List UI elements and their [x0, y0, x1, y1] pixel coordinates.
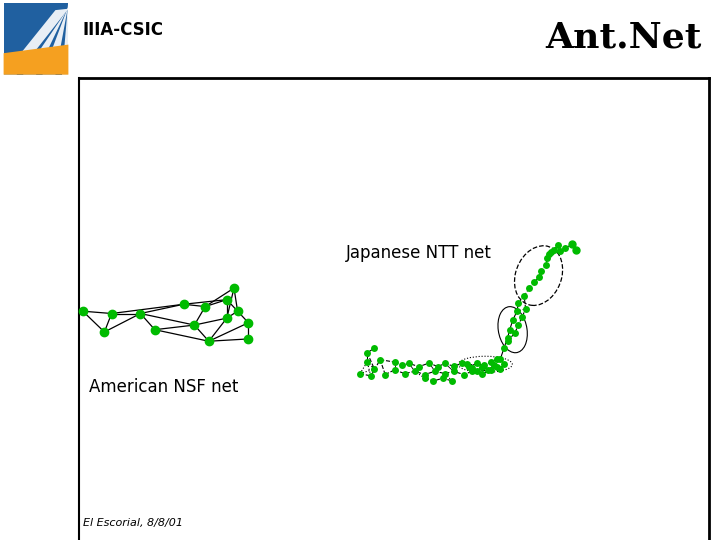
Polygon shape: [4, 9, 68, 75]
Text: IIIA-CSIC: IIIA-CSIC: [83, 21, 164, 38]
Text: El Escorial, 8/8/01: El Escorial, 8/8/01: [83, 518, 183, 529]
Text: Japanese NTT net: Japanese NTT net: [346, 245, 492, 262]
Polygon shape: [62, 3, 68, 75]
Polygon shape: [23, 6, 68, 75]
Text: Ant.Net: Ant.Net: [546, 21, 702, 55]
Polygon shape: [4, 3, 68, 75]
Polygon shape: [4, 45, 68, 75]
Polygon shape: [42, 4, 68, 75]
Text: American NSF net: American NSF net: [89, 378, 239, 396]
